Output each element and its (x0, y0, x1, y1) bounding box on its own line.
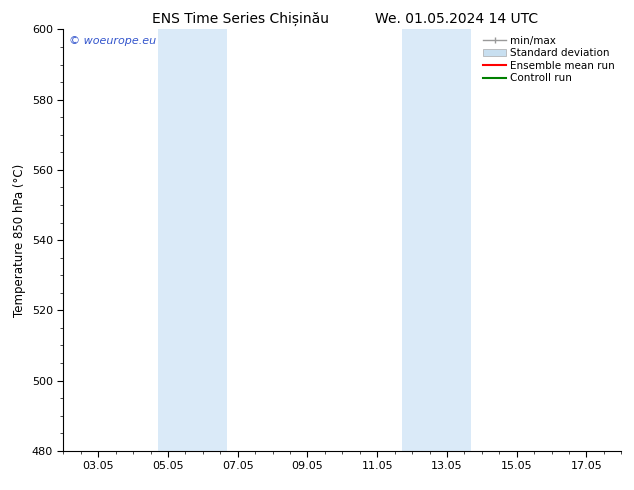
Y-axis label: Temperature 850 hPa (°C): Temperature 850 hPa (°C) (13, 164, 26, 317)
Bar (157, 29, 227, 451)
Text: ENS Time Series Chișinău: ENS Time Series Chișinău (152, 12, 330, 26)
Text: © woeurope.eu: © woeurope.eu (69, 36, 156, 46)
Legend: min/max, Standard deviation, Ensemble mean run, Controll run: min/max, Standard deviation, Ensemble me… (479, 31, 619, 88)
Text: We. 01.05.2024 14 UTC: We. 01.05.2024 14 UTC (375, 12, 538, 26)
Bar (402, 29, 471, 451)
